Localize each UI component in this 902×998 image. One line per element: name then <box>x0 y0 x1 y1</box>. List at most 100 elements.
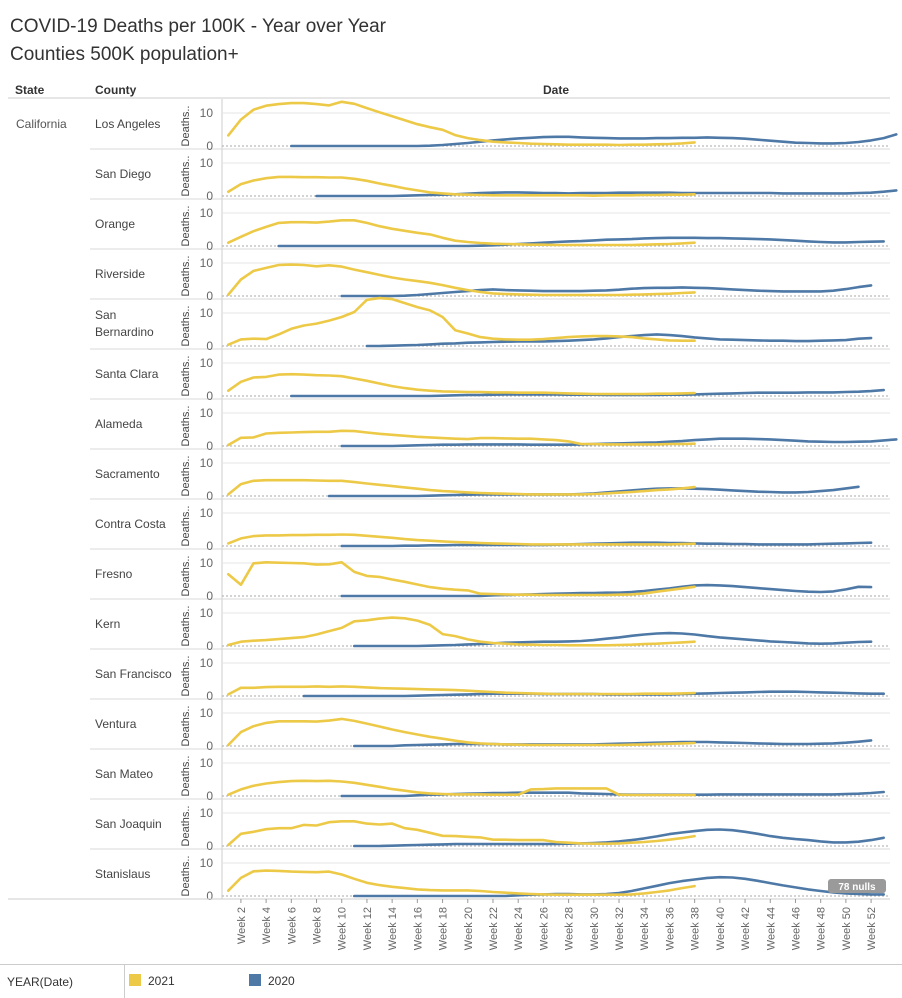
series-line-2021-san-diego[interactable] <box>227 175 696 197</box>
county-label-san-francisco[interactable]: San Francisco <box>95 667 172 681</box>
legend-title: YEAR(Date) <box>7 975 74 989</box>
y-tick-label: 0 <box>206 839 213 853</box>
legend: YEAR(Date) 2021 2020 <box>0 964 902 998</box>
x-tick-label: Week 36 <box>664 907 676 950</box>
y-tick-label: 10 <box>200 156 214 170</box>
series-line-2020-stanislaus[interactable] <box>352 875 886 898</box>
x-tick-label: Week 6 <box>286 907 298 944</box>
series-line-2020-san-diego[interactable] <box>315 189 898 198</box>
y-tick-label: 10 <box>200 706 214 720</box>
date-header[interactable]: Date <box>543 83 570 97</box>
y-axis-label: Deaths.. <box>180 106 192 147</box>
y-tick-label: 10 <box>200 106 214 120</box>
county-label-orange[interactable]: Orange <box>95 217 135 231</box>
x-tick-label: Week 40 <box>715 907 727 950</box>
county-label-san-bernardino[interactable]: San <box>95 308 116 322</box>
legend-label-2021[interactable]: 2021 <box>148 974 175 988</box>
x-tick-label: Week 10 <box>337 907 349 950</box>
y-tick-label: 0 <box>206 539 213 553</box>
x-tick-label: Week 2 <box>236 907 248 944</box>
county-label-contra-costa[interactable]: Contra Costa <box>95 517 166 531</box>
x-tick-label: Week 18 <box>438 907 450 950</box>
county-header[interactable]: County <box>95 83 137 97</box>
series-line-2020-los-angeles[interactable] <box>289 133 898 148</box>
series-line-2020-san-joaquin[interactable] <box>352 828 886 848</box>
chart-subtitle: Counties 500K population+ <box>10 44 239 65</box>
y-tick-label: 0 <box>206 339 213 353</box>
y-tick-label: 10 <box>200 556 214 570</box>
series-line-2021-riverside[interactable] <box>227 263 696 297</box>
series-line-2020-fresno[interactable] <box>340 583 873 598</box>
series-line-2021-stanislaus[interactable] <box>227 869 696 897</box>
county-label-santa-clara[interactable]: Santa Clara <box>95 367 159 381</box>
legend-swatch-2021[interactable] <box>129 974 141 986</box>
y-axis-label: Deaths.. <box>180 206 192 247</box>
county-label-san-bernardino[interactable]: Bernardino <box>95 325 154 339</box>
series-line-2021-san-francisco[interactable] <box>227 685 696 696</box>
chart-area[interactable]: 0 10 Deaths.. Los Angeles 0 10 Deaths.. San Die… <box>0 0 902 962</box>
series-line-2021-santa-clara[interactable] <box>227 372 696 396</box>
y-axis-label: Deaths.. <box>180 606 192 647</box>
legend-swatch-2020[interactable] <box>249 974 261 986</box>
county-label-los-angeles[interactable]: Los Angeles <box>95 117 160 131</box>
x-tick-label: Week 30 <box>589 907 601 950</box>
county-label-sacramento[interactable]: Sacramento <box>95 467 160 481</box>
series-line-2021-ventura[interactable] <box>227 717 696 747</box>
county-label-stanislaus[interactable]: Stanislaus <box>95 867 150 881</box>
series-line-2021-contra-costa[interactable] <box>227 533 696 546</box>
y-tick-label: 0 <box>206 639 213 653</box>
x-tick-label: Week 28 <box>564 907 576 950</box>
y-tick-label: 10 <box>200 856 214 870</box>
y-tick-label: 0 <box>206 239 213 253</box>
y-axis-label: Deaths.. <box>180 706 192 747</box>
series-line-2021-los-angeles[interactable] <box>227 100 696 147</box>
x-tick-label: Week 20 <box>463 907 475 950</box>
x-tick-label: Week 22 <box>488 907 500 950</box>
y-tick-label: 0 <box>206 489 213 503</box>
y-tick-label: 10 <box>200 206 214 220</box>
y-tick-label: 10 <box>200 806 214 820</box>
y-axis-label: Deaths.. <box>180 656 192 697</box>
series-line-2021-fresno[interactable] <box>227 560 696 597</box>
y-axis-label: Deaths.. <box>180 406 192 447</box>
county-label-san-joaquin[interactable]: San Joaquin <box>95 817 162 831</box>
series-line-2021-kern[interactable] <box>227 616 696 647</box>
legend-label-2020[interactable]: 2020 <box>268 974 295 988</box>
y-tick-label: 10 <box>200 356 214 370</box>
y-tick-label: 0 <box>206 389 213 403</box>
x-tick-label: Week 26 <box>538 907 550 950</box>
series-line-2021-san-mateo[interactable] <box>227 779 696 797</box>
series-line-2021-alameda[interactable] <box>227 429 696 447</box>
series-line-2020-riverside[interactable] <box>340 284 873 298</box>
y-axis-label: Deaths.. <box>180 306 192 347</box>
county-label-kern[interactable]: Kern <box>95 617 120 631</box>
series-line-2021-sacramento[interactable] <box>227 478 696 496</box>
x-tick-label: Week 52 <box>866 907 878 950</box>
y-axis-label: Deaths.. <box>180 556 192 597</box>
county-label-riverside[interactable]: Riverside <box>95 267 145 281</box>
x-tick-label: Week 46 <box>790 907 802 950</box>
x-tick-label: Week 44 <box>765 907 777 950</box>
series-line-2021-san-joaquin[interactable] <box>227 819 696 847</box>
y-tick-label: 0 <box>206 739 213 753</box>
x-tick-label: Week 14 <box>387 907 399 950</box>
state-header[interactable]: State <box>15 83 45 97</box>
series-line-2020-kern[interactable] <box>352 631 873 648</box>
nulls-badge[interactable] <box>828 879 886 893</box>
county-label-san-mateo[interactable]: San Mateo <box>95 767 153 781</box>
series-line-2020-orange[interactable] <box>277 236 886 248</box>
y-tick-label: 0 <box>206 289 213 303</box>
y-tick-label: 0 <box>206 889 213 903</box>
y-axis-label: Deaths.. <box>180 356 192 397</box>
x-tick-label: Week 38 <box>690 907 702 950</box>
y-tick-label: 10 <box>200 756 214 770</box>
series-line-2021-orange[interactable] <box>227 219 696 247</box>
y-tick-label: 10 <box>200 606 214 620</box>
county-label-fresno[interactable]: Fresno <box>95 567 133 581</box>
y-tick-label: 0 <box>206 189 213 203</box>
county-label-alameda[interactable]: Alameda <box>95 417 143 431</box>
county-label-ventura[interactable]: Ventura <box>95 717 137 731</box>
x-tick-label: Week 8 <box>312 907 324 944</box>
county-label-san-diego[interactable]: San Diego <box>95 167 151 181</box>
series-line-2021-san-bernardino[interactable] <box>227 296 696 347</box>
